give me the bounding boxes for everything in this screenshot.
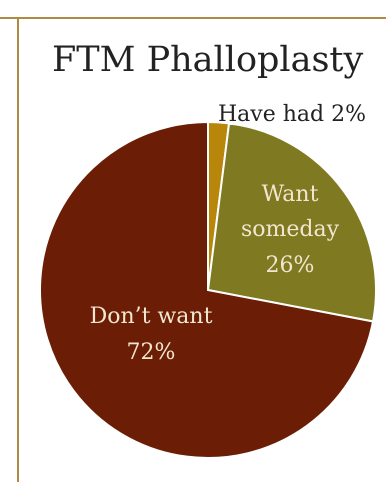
frame-border-left — [17, 17, 19, 482]
label-want-line3: 26% — [266, 253, 315, 278]
label-want-line2: someday — [241, 217, 340, 242]
chart-title: FTM Phalloplasty — [52, 40, 364, 80]
label-have-had: Have had 2% — [218, 102, 366, 127]
pie-slice-don-t-want — [39, 120, 375, 459]
frame-border-top — [0, 17, 386, 19]
pie-slices — [39, 120, 377, 459]
label-dont-want-line2: 72% — [127, 340, 176, 365]
label-dont-want-line1: Don’t want — [90, 304, 213, 329]
pie-slice-want-someday — [206, 122, 377, 323]
label-want-line1: Want — [262, 182, 319, 207]
